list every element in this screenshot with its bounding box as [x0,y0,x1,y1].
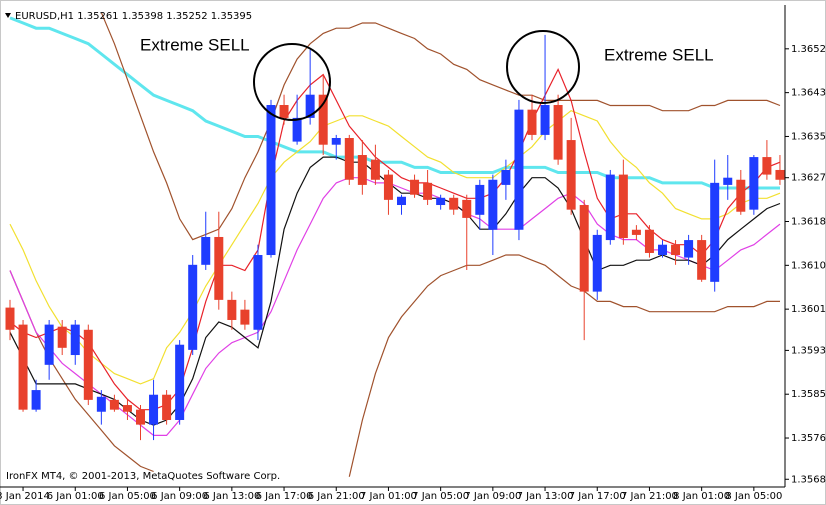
candle-body [122,405,132,412]
y-tick-label: 1.36435 [791,88,826,99]
candle-body [644,229,654,253]
candle-body [201,236,211,265]
candle-body [240,309,250,325]
annotation: Extreme SELL [604,45,714,64]
candle-body [162,394,172,420]
candle-body [527,109,537,135]
highlight-circle [506,30,580,104]
x-tick-label: 8 Jan 01:00 [673,491,730,502]
candle-body [318,94,328,145]
candle-body [540,105,550,135]
indicator-line [9,16,780,190]
candle-body [618,174,628,239]
x-tick-label: 6 Jan 21:00 [308,491,365,502]
candle-body [631,229,641,235]
candle-body [57,326,67,348]
candle-body [723,177,733,185]
candle-body [605,174,615,241]
candle-body [553,105,563,160]
x-tick-label: 6 Jan 01:00 [47,491,104,502]
candle-body [462,199,472,218]
x-tick-label: 3 Jan 2014 [0,491,50,502]
candle-body [475,184,485,215]
annotation: Extreme SELL [140,35,250,54]
candles [5,34,785,441]
y-tick-label: 1.36015 [791,304,826,315]
candle-body [684,240,694,258]
candle-body [592,234,602,292]
x-tick-label: 6 Jan 09:00 [151,491,208,502]
x-tick-label: 6 Jan 13:00 [203,491,260,502]
candle-body [266,105,276,256]
x-tick-label: 7 Jan 13:00 [517,491,574,502]
candle-body [292,117,302,142]
y-tick-label: 1.35765 [791,433,826,444]
candle-body [31,390,41,410]
candle-body [175,344,185,420]
candle-body [305,94,315,118]
x-tick-label: 7 Jan 17:00 [569,491,626,502]
candle-body [18,324,28,410]
y-tick-label: 1.36520 [791,44,826,55]
candle-body [227,299,237,320]
indicator-line [9,110,781,385]
x-tick-label: 6 Jan 17:00 [256,491,313,502]
candle-body [136,409,145,425]
candle-body [109,399,119,410]
highlight-circle [253,43,331,121]
candle-body [344,138,354,180]
x-tick-label: 7 Jan 21:00 [621,491,678,502]
candle-body [658,244,667,256]
candle-body [5,307,15,330]
candle-body [579,205,589,292]
candle-body [370,159,380,180]
candle-body [70,324,80,356]
y-tick-label: 1.35850 [791,389,826,400]
candle-body [279,105,289,118]
candle-body [397,196,406,206]
candle-body [423,182,433,200]
x-tick-label: 8 Jan 05:00 [725,491,782,502]
candle-body [436,197,446,206]
candle-body [96,396,106,412]
candle-body [697,240,707,280]
candle-body [214,236,224,300]
candle-body [149,394,159,425]
candle-body [449,197,459,210]
y-tick-label: 1.36100 [791,260,826,271]
candle-body [514,109,524,230]
x-tick-label: 7 Jan 09:00 [464,491,521,502]
y-tick-label: 1.36270 [791,173,826,184]
candle-body [410,179,420,195]
candle-body [188,264,198,350]
candle-body [775,169,785,180]
x-tick-label: 7 Jan 01:00 [360,491,417,502]
candle-body [762,157,772,175]
chart-title: EURUSD,H1 1.35261 1.35398 1.35252 1.3539… [15,11,252,22]
candle-body [749,157,759,210]
x-tick-label: 7 Jan 05:00 [412,491,469,502]
candle-body [488,179,498,230]
candle-body [383,174,393,200]
x-tick-label: 6 Jan 05:00 [99,491,156,502]
candle-body [83,329,93,400]
candle-body [44,324,54,365]
candle-body [566,140,576,210]
candle-body [501,169,511,185]
candle-body [331,138,341,145]
y-tick-label: 1.36185 [791,217,826,228]
candle-body [710,182,720,282]
menu-arrow [5,13,11,18]
footer: IronFX MT4, © 2001-2013, MetaQuotes Soft… [6,471,280,482]
candle-body [736,179,746,212]
candle-body [671,244,681,256]
y-tick-label: 1.35685 [791,474,826,485]
indicator-line [100,12,781,241]
candle-body [357,155,367,185]
y-tick-label: 1.35935 [791,345,826,356]
y-tick-label: 1.36350 [791,131,826,142]
candle-body [253,255,263,330]
